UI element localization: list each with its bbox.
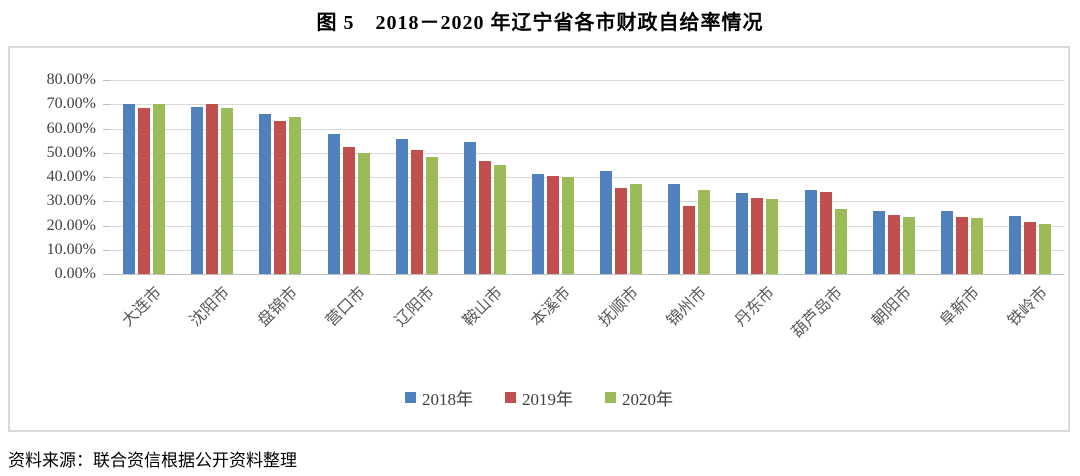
y-tick-label: 50.00% [46,143,96,161]
bar-2020年-锦州市 [698,190,711,274]
gridline [110,104,1064,106]
bar-2019年-铁岭市 [1023,221,1036,274]
chart-title: 图 5 2018－2020 年辽宁省各市财政自给率情况 [316,12,764,34]
bar-2018年-抚顺市 [600,170,613,274]
y-tick-label: 0.00% [54,265,96,282]
legend-label: 2020年 [622,390,673,409]
bar-2019年-丹东市 [751,197,764,274]
bar-2019年-抚顺市 [615,187,628,274]
bar-2018年-辽阳市 [395,138,408,274]
x-tick-label: 抚顺市 [596,284,643,330]
x-tick-label: 盘锦市 [255,284,302,330]
gridline [110,249,1064,251]
bar-2020年-盘锦市 [289,116,302,274]
bar-2018年-朝阳市 [872,210,885,274]
x-tick-label: 葫芦岛市 [789,284,847,342]
gridline [110,128,1064,130]
bar-2018年-鞍山市 [463,141,476,274]
bar-2020年-本溪市 [561,176,574,274]
bar-2020年-丹东市 [766,198,779,274]
y-tick-label: 60.00% [46,119,96,137]
bar-2019年-阜新市 [955,217,968,274]
legend-label: 2019年 [522,390,573,409]
y-tick-label: 40.00% [46,168,96,185]
bar-2018年-本溪市 [531,174,544,274]
y-tick-label: 30.00% [46,192,96,210]
bar-2019年-朝阳市 [887,215,900,274]
x-tick-label: 阜新市 [936,284,983,330]
bar-2019年-大连市 [138,108,151,274]
legend-item-2020年: 2020年 [605,385,673,410]
x-tick-label: 本溪市 [527,284,574,330]
y-tick-mark [103,201,110,203]
bar-2020年-朝阳市 [902,217,915,274]
y-tick-mark [103,128,110,130]
bar-2020年-辽阳市 [425,156,438,274]
bar-2018年-阜新市 [940,210,953,274]
x-tick-label: 大连市 [119,284,166,330]
gridline [110,80,1064,81]
legend-label: 2018年 [422,390,473,409]
legend-swatch-icon [405,392,416,403]
bar-2018年-营口市 [327,134,340,274]
bar-2019年-锦州市 [683,206,696,274]
bar-2018年-锦州市 [668,184,681,274]
bar-chart: 80.00% 70.00% 60.00% 50.00% 40.00% 30.00% 20.0… [8,46,1070,432]
bar-2019年-葫芦岛市 [819,191,832,274]
bar-2020年-铁岭市 [1038,224,1051,274]
bar-2020年-营口市 [357,152,370,274]
x-tick-label: 铁岭市 [1004,284,1051,330]
x-tick-label: 沈阳市 [187,284,234,330]
source-note: 资料来源：联合资信根据公开资料整理 [8,451,297,470]
bar-2019年-营口市 [342,146,355,274]
y-tick-mark [103,274,110,275]
legend: 2018年 2019年 2020年 [10,385,1068,410]
y-tick-label: 70.00% [46,95,96,113]
x-tick-label: 丹东市 [732,284,779,330]
y-tick-mark [103,249,110,251]
bar-2019年-辽阳市 [410,149,423,274]
gridline [110,152,1064,154]
x-axis-line [110,274,1064,275]
y-tick-label: 80.00% [46,71,96,88]
y-tick-label: 20.00% [46,216,96,234]
bar-2019年-鞍山市 [478,160,491,274]
bar-2018年-葫芦岛市 [804,190,817,274]
bar-2020年-抚顺市 [630,184,643,274]
bar-2018年-铁岭市 [1008,215,1021,274]
gridline [110,177,1064,178]
y-tick-mark [103,104,110,106]
bar-2020年-葫芦岛市 [834,208,847,274]
gridline [110,201,1064,203]
bar-2018年-丹东市 [736,192,749,274]
x-tick-label: 鞍山市 [459,284,506,330]
bar-2020年-阜新市 [970,217,983,274]
y-tick-mark [103,177,110,178]
y-tick-mark [103,80,110,81]
bar-2020年-鞍山市 [493,165,506,274]
x-tick-label: 锦州市 [664,284,711,330]
bar-2019年-本溪市 [546,175,559,274]
x-tick-label: 辽阳市 [391,284,438,330]
bar-2018年-大连市 [123,104,136,274]
legend-swatch-icon [605,392,616,403]
legend-swatch-icon [505,392,516,403]
legend-item-2019年: 2019年 [505,385,573,410]
y-tick-label: 10.00% [46,240,96,258]
bar-2019年-沈阳市 [206,104,219,274]
bar-2020年-大连市 [153,104,166,274]
legend-item-2018年: 2018年 [405,385,473,410]
gridline [110,225,1064,227]
bar-2020年-沈阳市 [221,107,234,274]
bar-2018年-沈阳市 [191,107,204,274]
y-tick-mark [103,225,110,227]
x-tick-label: 营口市 [323,284,370,330]
y-tick-mark [103,152,110,154]
x-tick-label: 朝阳市 [868,284,915,330]
bar-2018年-盘锦市 [259,114,272,274]
bar-2019年-盘锦市 [274,121,287,274]
